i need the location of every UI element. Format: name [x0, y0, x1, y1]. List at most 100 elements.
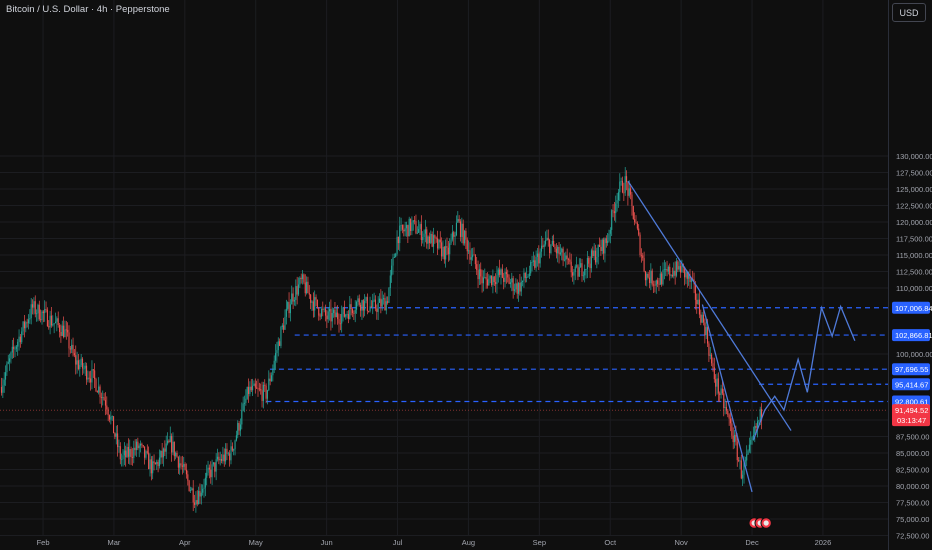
candle-body — [237, 423, 239, 436]
candle-body — [611, 210, 613, 230]
x-tick-label: Mar — [107, 538, 120, 547]
candle-body — [287, 302, 289, 309]
candle-body — [400, 225, 402, 226]
candle-body — [449, 243, 451, 255]
candle-body — [599, 244, 601, 247]
candle-body — [617, 192, 619, 201]
candle-body — [658, 283, 660, 285]
candle-body — [496, 275, 498, 285]
candle-body — [569, 259, 571, 262]
candle-body — [715, 379, 717, 387]
x-tick-label: Sep — [533, 538, 546, 547]
candle-body — [326, 315, 328, 320]
candle-body — [501, 269, 503, 278]
x-tick-label: Oct — [604, 538, 617, 547]
time-axis[interactable]: Feb Mar Apr May Jun Jul Aug Sep Oct Nov Dec 2026 — [37, 538, 832, 547]
candle-body — [245, 398, 247, 403]
event-markers[interactable] — [748, 517, 772, 529]
candle-body — [530, 262, 532, 274]
candle-body — [248, 386, 250, 394]
candle-body — [401, 225, 403, 230]
candle-body — [385, 301, 387, 311]
candle-body — [131, 457, 133, 458]
candle-body — [418, 229, 420, 233]
candle-body — [177, 457, 179, 468]
candle-body — [681, 264, 683, 273]
candle-body — [551, 240, 553, 245]
candle-body — [720, 388, 722, 395]
candle-body — [61, 325, 63, 336]
candle-body — [472, 254, 474, 258]
candle-body — [75, 355, 77, 365]
candle-body — [543, 244, 545, 247]
candle-body — [188, 480, 190, 491]
current-price-label: 91,494.52 — [895, 406, 928, 415]
candle-body — [115, 433, 117, 437]
candle-body — [185, 469, 187, 475]
candle-body — [216, 456, 219, 460]
candle-body — [258, 388, 260, 390]
candle-body — [333, 309, 335, 313]
candle-body — [594, 250, 597, 263]
candle-body — [578, 267, 580, 277]
candle-body — [678, 266, 680, 270]
x-tick-label: Feb — [37, 538, 50, 547]
current-price-tag — [892, 404, 930, 427]
candle-body — [729, 418, 732, 424]
candle-body — [561, 248, 563, 253]
candle-body — [383, 298, 385, 300]
candle-body — [72, 344, 74, 354]
candle-body — [121, 459, 123, 461]
candle-body — [407, 225, 409, 237]
candle-body — [573, 271, 575, 276]
candle-body — [419, 224, 421, 230]
candle-body — [5, 372, 7, 380]
candle-body — [64, 329, 66, 338]
candle-body — [88, 377, 90, 379]
candle-body — [442, 246, 444, 257]
candle-body — [269, 378, 271, 382]
candle-body — [557, 246, 559, 254]
candle-body — [387, 301, 389, 303]
candle-body — [535, 256, 537, 268]
candle-body — [312, 301, 314, 311]
candle-body — [563, 259, 565, 261]
candle-body — [601, 239, 603, 252]
candle-body — [341, 314, 343, 324]
x-tick-label: Nov — [674, 538, 688, 547]
candle-body — [346, 314, 348, 315]
candle-body — [547, 237, 549, 241]
candle-body — [653, 284, 655, 286]
candle-body — [65, 329, 67, 331]
candle-body — [230, 446, 232, 461]
candle-body — [662, 269, 664, 285]
candle-body — [721, 388, 723, 394]
candle-body — [391, 265, 393, 276]
candle-body — [299, 277, 301, 285]
candle-body — [90, 378, 92, 383]
candle-body — [688, 274, 690, 279]
price-axis[interactable]: 70,000.00 72,500.00 75,000.00 77,500.00 80,0… — [892, 152, 932, 550]
y-tick-label: 75,000.00 — [896, 515, 929, 524]
candle-body — [27, 319, 30, 324]
candle-body — [40, 319, 42, 321]
candle-body — [505, 272, 507, 275]
currency-button[interactable]: USD — [892, 3, 926, 22]
candle-body — [576, 265, 578, 267]
candle-body — [605, 238, 607, 243]
candle-body — [438, 239, 440, 249]
candle-body — [311, 301, 313, 303]
candle-body — [289, 304, 291, 314]
candle-body — [33, 301, 35, 308]
candle-body — [372, 300, 374, 307]
candle-body — [320, 309, 322, 317]
trendlines — [627, 180, 856, 493]
candle-body — [249, 386, 251, 394]
y-tick-label: 100,000.00 — [896, 350, 932, 359]
candle-body — [728, 414, 730, 419]
candle-body — [256, 387, 258, 389]
candle-body — [746, 454, 748, 461]
candle-body — [146, 451, 148, 453]
candle-body — [215, 459, 217, 472]
